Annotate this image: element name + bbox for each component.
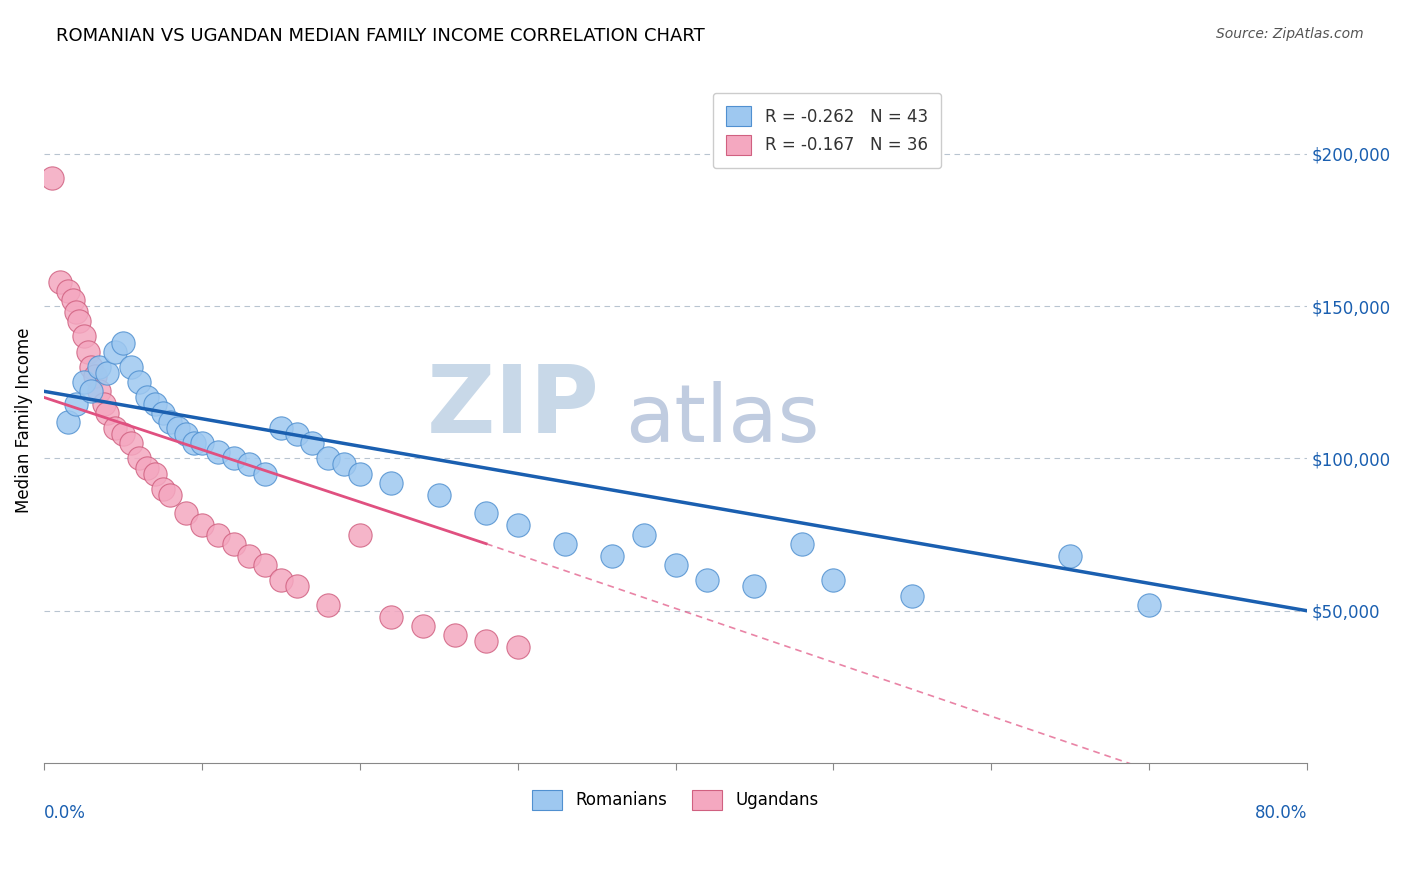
- Point: [1059, 549, 1081, 563]
- Point: [67, 314, 90, 328]
- Point: [62, 293, 84, 307]
- Point: [222, 451, 245, 466]
- Point: [128, 451, 150, 466]
- Point: [696, 574, 718, 588]
- Point: [72, 375, 94, 389]
- Point: [49, 275, 72, 289]
- Point: [80, 384, 103, 399]
- Point: [412, 619, 434, 633]
- Point: [152, 482, 174, 496]
- Point: [65, 396, 87, 410]
- Point: [1137, 598, 1160, 612]
- Point: [120, 436, 142, 450]
- Point: [443, 628, 465, 642]
- Point: [316, 598, 339, 612]
- Point: [238, 549, 260, 563]
- Point: [475, 506, 498, 520]
- Point: [633, 527, 655, 541]
- Point: [120, 359, 142, 374]
- Point: [128, 375, 150, 389]
- Point: [602, 549, 624, 563]
- Point: [285, 579, 308, 593]
- Point: [96, 366, 118, 380]
- Point: [83, 369, 105, 384]
- Point: [56, 415, 79, 429]
- Point: [270, 574, 292, 588]
- Point: [112, 427, 135, 442]
- Point: [183, 436, 205, 450]
- Point: [143, 467, 166, 481]
- Point: [301, 436, 323, 450]
- Point: [790, 537, 813, 551]
- Point: [380, 610, 402, 624]
- Point: [77, 344, 100, 359]
- Point: [380, 475, 402, 490]
- Point: [143, 396, 166, 410]
- Point: [901, 589, 924, 603]
- Point: [506, 518, 529, 533]
- Point: [104, 344, 127, 359]
- Point: [270, 421, 292, 435]
- Y-axis label: Median Family Income: Median Family Income: [15, 327, 32, 513]
- Text: Source: ZipAtlas.com: Source: ZipAtlas.com: [1216, 27, 1364, 41]
- Point: [191, 436, 214, 450]
- Point: [207, 445, 229, 459]
- Point: [167, 421, 190, 435]
- Point: [174, 427, 197, 442]
- Point: [316, 451, 339, 466]
- Point: [41, 171, 63, 186]
- Text: 80.0%: 80.0%: [1254, 805, 1308, 822]
- Point: [744, 579, 766, 593]
- Point: [191, 518, 214, 533]
- Point: [72, 329, 94, 343]
- Point: [159, 415, 181, 429]
- Point: [238, 458, 260, 472]
- Point: [823, 574, 845, 588]
- Point: [80, 359, 103, 374]
- Point: [135, 391, 157, 405]
- Text: 0.0%: 0.0%: [44, 805, 86, 822]
- Text: atlas: atlas: [626, 381, 820, 459]
- Point: [93, 396, 115, 410]
- Point: [152, 406, 174, 420]
- Point: [664, 558, 686, 572]
- Point: [254, 467, 277, 481]
- Point: [554, 537, 576, 551]
- Point: [475, 634, 498, 648]
- Point: [506, 640, 529, 655]
- Text: ZIP: ZIP: [427, 360, 600, 452]
- Point: [349, 527, 371, 541]
- Text: ROMANIAN VS UGANDAN MEDIAN FAMILY INCOME CORRELATION CHART: ROMANIAN VS UGANDAN MEDIAN FAMILY INCOME…: [56, 27, 704, 45]
- Point: [96, 406, 118, 420]
- Point: [89, 359, 111, 374]
- Point: [349, 467, 371, 481]
- Point: [254, 558, 277, 572]
- Point: [207, 527, 229, 541]
- Point: [285, 427, 308, 442]
- Point: [104, 421, 127, 435]
- Point: [135, 460, 157, 475]
- Point: [56, 284, 79, 298]
- Point: [89, 384, 111, 399]
- Point: [333, 458, 356, 472]
- Point: [174, 506, 197, 520]
- Legend: Romanians, Ugandans: Romanians, Ugandans: [519, 776, 832, 823]
- Point: [65, 305, 87, 319]
- Point: [222, 537, 245, 551]
- Point: [112, 335, 135, 350]
- Point: [427, 488, 450, 502]
- Point: [159, 488, 181, 502]
